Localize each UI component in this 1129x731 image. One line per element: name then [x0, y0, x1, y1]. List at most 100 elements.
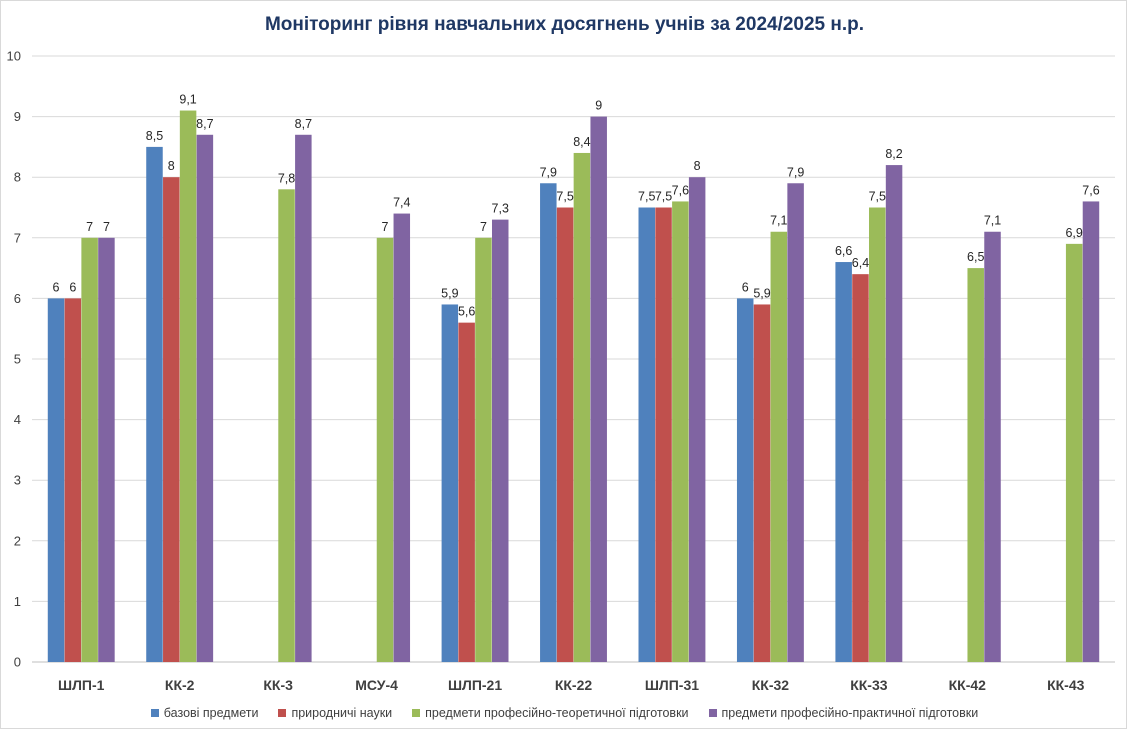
y-tick-label: 8 — [14, 170, 21, 185]
bar — [376, 237, 394, 663]
bar — [770, 231, 788, 663]
data-label: 9,1 — [179, 93, 196, 107]
y-tick-label: 2 — [14, 533, 21, 548]
data-label: 8,7 — [295, 117, 312, 131]
data-label: 5,9 — [441, 286, 458, 300]
legend-label: базові предмети — [163, 706, 259, 720]
bar — [163, 177, 180, 662]
x-tick-label: МСУ-4 — [355, 677, 398, 693]
legend-swatch — [708, 709, 717, 717]
legend-swatch — [278, 709, 287, 717]
bar — [835, 262, 852, 662]
bar — [1082, 201, 1100, 662]
bar — [787, 183, 804, 662]
data-label: 7,1 — [984, 214, 1001, 228]
bar — [590, 116, 607, 663]
data-label: 8 — [168, 159, 175, 173]
y-axis-ticks: 0 1 2 3 4 5 6 7 8 9 10 — [7, 49, 21, 670]
data-label: 7,5 — [638, 190, 655, 204]
data-label: 8,7 — [196, 117, 213, 131]
data-label: 8,5 — [146, 129, 163, 143]
data-label: 6,6 — [835, 244, 852, 258]
x-tick-label: ШЛП-1 — [58, 677, 105, 693]
x-tick-label: КК-3 — [263, 677, 293, 693]
data-label: 7,9 — [540, 165, 557, 179]
bar — [573, 152, 591, 662]
bar — [556, 207, 574, 662]
bar — [64, 298, 82, 662]
data-label: 7,9 — [787, 165, 804, 179]
chart-legend: базові предмети природничі науки предмети … — [0, 706, 1129, 720]
x-tick-label: КК-2 — [165, 677, 195, 693]
legend-item: базові предмети — [150, 706, 259, 720]
data-label: 6 — [742, 280, 749, 294]
bar — [458, 322, 475, 662]
bar — [441, 304, 459, 662]
bar — [295, 134, 312, 662]
data-label: 6,9 — [1065, 226, 1082, 240]
x-axis-ticks: ШЛП-1 КК-2 КК-3 МСУ-4 ШЛП-21 КК-22 ШЛП-31 КК-32… — [58, 677, 1085, 693]
y-tick-label: 4 — [14, 412, 21, 427]
chart-title: Моніторинг рівня навчальних досягнень уч… — [264, 14, 865, 35]
legend-label: предмети професійно-теоретичної підготов… — [425, 706, 689, 720]
bar — [869, 207, 886, 662]
data-label: 9 — [595, 99, 602, 113]
data-label: 7,6 — [672, 183, 689, 197]
data-label: 7 — [86, 220, 93, 234]
data-label: 7,4 — [393, 196, 410, 210]
y-tick-label: 1 — [14, 594, 21, 609]
bar — [1065, 243, 1083, 663]
x-tick-label: КК-22 — [555, 677, 593, 693]
data-label: 7,6 — [1082, 183, 1099, 197]
x-tick-label: КК-32 — [752, 677, 790, 693]
data-label: 7 — [480, 220, 487, 234]
bar — [81, 237, 98, 663]
data-label: 8 — [694, 159, 701, 173]
data-label: 6 — [69, 280, 76, 294]
legend-label: природничі науки — [291, 706, 393, 720]
bar — [852, 274, 869, 662]
bar — [278, 189, 295, 662]
legend-swatch — [150, 709, 159, 717]
legend-item: предмети професійно-практичної підготовк… — [708, 706, 978, 720]
bar — [47, 298, 65, 662]
bar — [638, 207, 656, 662]
x-tick-label: ШЛП-21 — [448, 677, 502, 693]
legend-item: природничі науки — [278, 706, 392, 720]
bar — [984, 231, 1001, 663]
data-label: 7,8 — [278, 171, 295, 185]
data-label: 7,5 — [556, 190, 573, 204]
bar — [196, 134, 214, 662]
data-label: 7,3 — [492, 202, 509, 216]
bar — [967, 268, 984, 662]
y-tick-label: 6 — [14, 291, 21, 306]
bar — [540, 183, 557, 662]
bar — [885, 165, 903, 662]
x-tick-label: ШЛП-31 — [645, 677, 699, 693]
x-tick-label: КК-42 — [949, 677, 987, 693]
x-tick-label: КК-33 — [850, 677, 888, 693]
data-labels: 6 67 78,589,18,77,88,777,45,95,677,37,97,5… — [53, 93, 1100, 319]
y-tick-label: 10 — [7, 49, 21, 64]
data-label: 6,4 — [852, 256, 869, 270]
data-label: 7,5 — [655, 190, 672, 204]
data-label: 6 — [53, 280, 60, 294]
data-label: 5,9 — [753, 286, 770, 300]
bar — [98, 237, 115, 663]
y-tick-label: 9 — [14, 109, 21, 124]
data-label: 5,6 — [458, 305, 475, 319]
bar — [475, 237, 492, 663]
bar — [179, 110, 197, 663]
data-label: 7 — [382, 220, 389, 234]
bar — [655, 207, 672, 662]
data-label: 8,4 — [573, 135, 590, 149]
data-label: 7,1 — [770, 214, 787, 228]
y-tick-label: 5 — [14, 352, 21, 367]
data-label: 8,2 — [885, 147, 902, 161]
bar — [491, 219, 509, 662]
bar — [753, 304, 771, 662]
data-label: 7,5 — [869, 190, 886, 204]
bars — [47, 110, 1100, 663]
data-label: 6,5 — [967, 250, 984, 264]
